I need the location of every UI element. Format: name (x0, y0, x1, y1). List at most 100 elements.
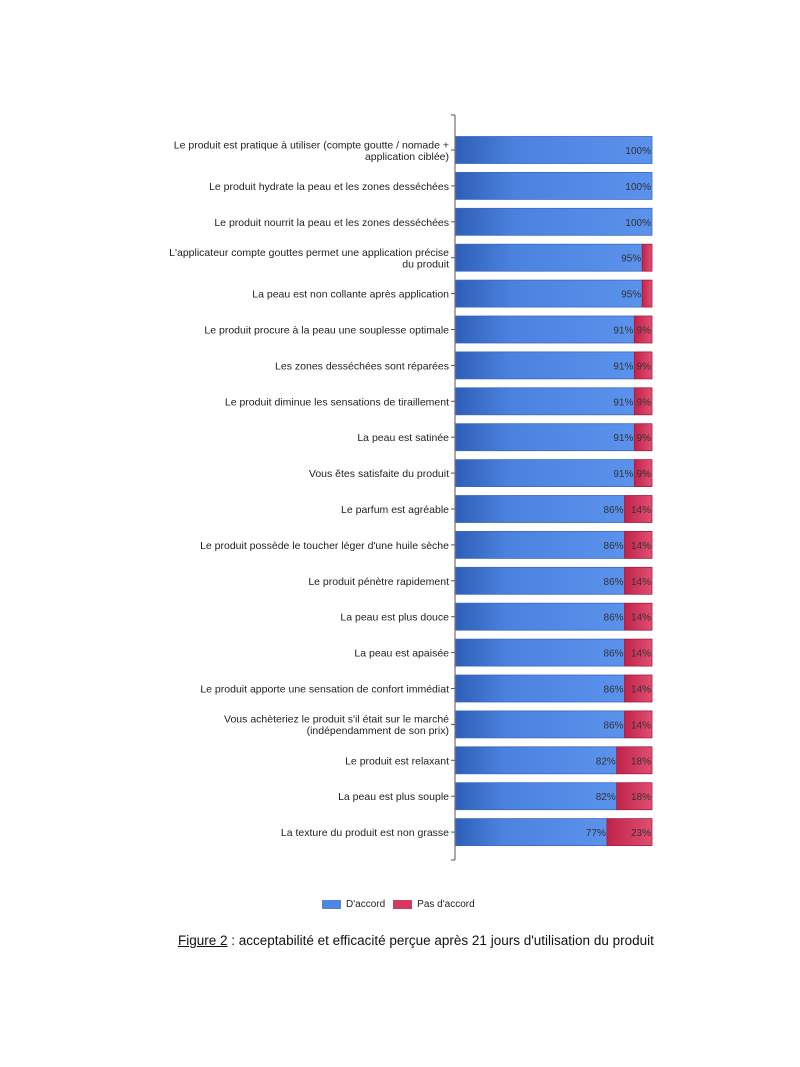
bar-disagree (624, 495, 653, 523)
bar-disagree (606, 818, 653, 846)
bar-agree (455, 279, 643, 308)
bar-agree (455, 423, 635, 452)
value-label-agree: 95% (621, 290, 641, 301)
value-label-disagree: 14% (631, 685, 651, 696)
value-label-disagree: 14% (631, 720, 651, 731)
category-label: application ciblée) (365, 151, 449, 163)
bar-disagree (624, 531, 653, 559)
bar-agree (455, 171, 653, 200)
value-label-agree: 86% (604, 720, 624, 731)
category-label: Le produit nourrit la peau et les zones … (214, 217, 449, 229)
category-label: Les zones desséchées sont réparées (275, 360, 449, 372)
bar-agree (455, 710, 625, 739)
category-label: L'applicateur compte gouttes permet une … (169, 247, 449, 259)
category-label: Le produit est pratique à utiliser (comp… (174, 139, 449, 151)
value-label-agree: 82% (596, 792, 616, 803)
bar-disagree (641, 243, 653, 272)
value-label-disagree: 14% (631, 505, 651, 516)
bar-disagree (616, 746, 653, 775)
category-label: La peau est plus souple (338, 791, 449, 803)
value-label-disagree: 14% (631, 577, 651, 588)
value-label-agree: 82% (596, 756, 616, 767)
category-label: Le produit apporte une sensation de conf… (200, 684, 449, 696)
bar-agree (455, 351, 635, 380)
category-label: (indépendamment de son prix) (307, 725, 449, 737)
value-label-agree: 86% (604, 505, 624, 516)
stacked-bar-chart: 100% 100% 100% 95% 95% 91% 9% 91% 9% 91% 9% 91% 9% 91… (169, 114, 653, 861)
value-label-disagree: 9% (637, 397, 652, 408)
bar-agree (455, 602, 625, 631)
bar-agree (455, 495, 625, 523)
value-label-agree: 86% (604, 577, 624, 588)
legend-swatch-agree (322, 900, 341, 909)
legend-swatch-disagree (393, 900, 413, 909)
caption-text: : acceptabilité et efficacité perçue apr… (227, 933, 654, 948)
value-label-agree: 86% (604, 649, 624, 660)
bar-agree (455, 531, 625, 559)
value-label-agree: 91% (613, 326, 633, 337)
value-label-agree: 86% (604, 613, 624, 624)
bar-agree (455, 136, 653, 164)
value-label-agree: 77% (586, 828, 606, 839)
y-axis (451, 114, 456, 861)
bar-disagree (624, 638, 653, 667)
bar-disagree (633, 315, 653, 344)
value-label-agree: 100% (625, 146, 651, 157)
value-label-disagree: 9% (637, 326, 652, 337)
category-label: Le produit hydrate la peau et les zones … (209, 181, 449, 193)
value-label-agree: 91% (613, 361, 633, 372)
bar-agree (455, 638, 625, 667)
value-label-agree: 91% (613, 433, 633, 444)
value-label-disagree: 18% (631, 756, 651, 767)
category-label: La peau est plus douce (340, 612, 449, 624)
bar-agree (455, 315, 635, 344)
legend-item-agree: D'accord (322, 899, 385, 910)
value-label-agree: 91% (613, 469, 633, 480)
value-label-disagree: 14% (631, 649, 651, 660)
category-label: Le produit diminue les sensations de tir… (225, 396, 449, 408)
value-label-disagree: 14% (631, 613, 651, 624)
category-label: La texture du produit est non grasse (281, 827, 449, 839)
category-labels: Le produit est pratique à utiliser (comp… (169, 139, 449, 839)
category-label: Vous êtes satisfaite du produit (309, 468, 449, 480)
legend: D'accord Pas d'accord (322, 899, 483, 910)
value-label-agree: 95% (621, 254, 641, 265)
bar-disagree (624, 566, 653, 595)
bar-agree (455, 243, 643, 272)
value-label-disagree: 9% (637, 469, 652, 480)
category-label: Vous achèteriez le produit s'il était su… (224, 714, 449, 726)
category-label: Le produit possède le toucher léger d'un… (200, 540, 449, 552)
value-label-agree: 91% (613, 397, 633, 408)
value-label-agree: 100% (625, 182, 651, 193)
figure-reference: Figure 2 (178, 933, 228, 948)
value-label-disagree: 9% (637, 361, 652, 372)
value-label-agree: 100% (625, 218, 651, 229)
bar-agree (455, 387, 635, 416)
category-label: du produit (402, 258, 449, 270)
category-label: La peau est non collante après applicati… (252, 289, 449, 301)
figure-caption: Figure 2 : acceptabilité et efficacité p… (178, 933, 654, 948)
bar-disagree (633, 423, 653, 452)
value-label-disagree: 18% (631, 792, 651, 803)
bars: 100% 100% 100% 95% 95% 91% 9% 91% 9% 91% 9% 91% 9% 91… (455, 136, 653, 846)
category-label: La peau est apaisée (354, 648, 449, 660)
category-label: La peau est satinée (357, 432, 449, 444)
bar-agree (455, 566, 625, 595)
bar-disagree (633, 351, 653, 380)
bar-agree (455, 818, 608, 846)
value-label-disagree: 9% (637, 433, 652, 444)
bar-disagree (624, 602, 653, 631)
category-label: Le produit procure à la peau une souples… (204, 325, 449, 337)
category-label: Le produit est relaxant (345, 755, 449, 767)
bar-disagree (641, 279, 653, 308)
legend-label-agree: D'accord (346, 899, 386, 910)
value-label-agree: 86% (604, 685, 624, 696)
bar-agree (455, 674, 625, 703)
category-label: Le produit pénètre rapidement (308, 576, 449, 588)
bar-agree (455, 207, 653, 236)
bar-disagree (624, 710, 653, 739)
legend-label-disagree: Pas d'accord (417, 899, 475, 910)
value-label-agree: 86% (604, 541, 624, 552)
bar-agree (455, 459, 635, 488)
bar-disagree (616, 782, 653, 811)
